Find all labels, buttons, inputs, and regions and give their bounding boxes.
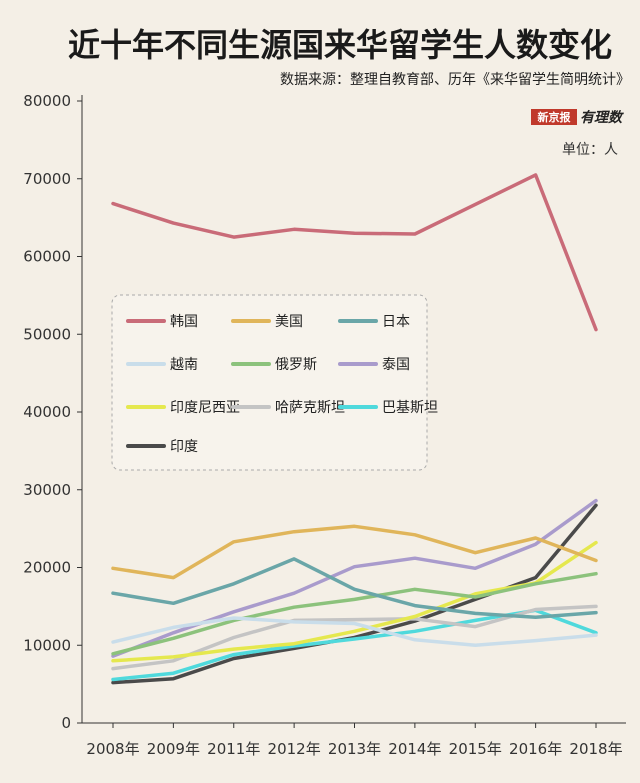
legend-box — [111, 294, 428, 471]
x-tick-label: 2014年 — [388, 740, 441, 758]
legend-label: 印度尼西亚 — [170, 400, 240, 416]
legend-label: 泰国 — [382, 357, 410, 373]
y-tick-label: 10000 — [23, 636, 71, 654]
y-tick-label: 30000 — [23, 481, 71, 499]
legend-item: 越南 — [126, 357, 198, 373]
series-line — [111, 173, 598, 332]
legend-item: 美国 — [231, 314, 303, 330]
x-tick-label: 2015年 — [449, 740, 502, 758]
legend-label: 韩国 — [170, 314, 198, 330]
y-tick-label: 20000 — [23, 559, 71, 577]
legend-item: 印度 — [126, 439, 198, 455]
legend-item: 泰国 — [338, 357, 410, 373]
unit-label: 单位：人 — [562, 142, 618, 158]
chart-title: 近十年不同生源国来华留学生人数变化 — [68, 26, 612, 64]
y-tick-label: 40000 — [23, 403, 71, 421]
series-line — [111, 616, 598, 648]
legend-label: 巴基斯坦 — [382, 399, 438, 416]
legend-item: 哈萨克斯坦 — [231, 400, 345, 416]
x-tick-label: 2008年 — [86, 740, 139, 758]
series-line — [111, 557, 598, 620]
legend-label: 越南 — [170, 357, 198, 373]
y-tick-label: 0 — [61, 714, 71, 732]
x-tick-label: 2018年 — [569, 740, 622, 758]
brand-logo: 新京报 有理数 — [531, 109, 624, 126]
series-line — [111, 571, 598, 656]
legend-label: 日本 — [382, 314, 410, 330]
series-layer — [111, 173, 598, 685]
x-tick-label: 2009年 — [147, 740, 200, 758]
x-tick-label: 2013年 — [328, 740, 381, 758]
x-tick-label: 2011年 — [207, 740, 260, 758]
legend-label: 哈萨克斯坦 — [275, 400, 345, 416]
brand-left: 新京报 — [538, 110, 572, 124]
y-tick-label: 80000 — [23, 92, 71, 110]
legend-item: 印度尼西亚 — [126, 400, 240, 416]
y-tick-label: 60000 — [23, 248, 71, 266]
legend-label: 印度 — [170, 439, 198, 455]
legend-label: 俄罗斯 — [275, 357, 317, 373]
chart-source: 数据来源：整理自教育部、历年《来华留学生简明统计》 — [280, 71, 630, 88]
legend-item: 俄罗斯 — [231, 357, 317, 373]
y-tick-label: 50000 — [23, 325, 71, 343]
x-tick-label: 2012年 — [268, 740, 321, 758]
legend-item: 韩国 — [126, 314, 198, 330]
brand-right: 有理数 — [580, 109, 624, 126]
series-line — [111, 524, 598, 580]
axes: 0 10000 20000 30000 40000 50000 60000 70000 8000… — [23, 92, 626, 758]
legend-label: 美国 — [275, 314, 303, 330]
y-tick-label: 70000 — [23, 170, 71, 188]
legend-item: 巴基斯坦 — [338, 399, 438, 416]
x-tick-label: 2016年 — [509, 740, 562, 758]
legend-item: 日本 — [338, 314, 410, 330]
